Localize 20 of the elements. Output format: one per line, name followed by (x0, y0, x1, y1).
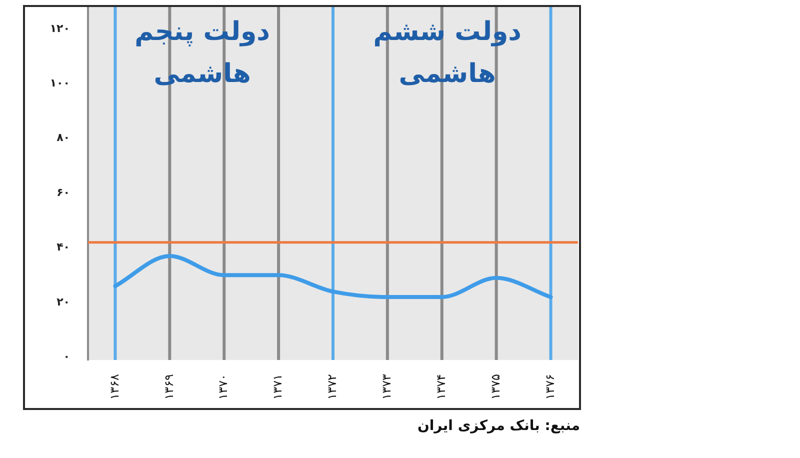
y-tick-label: ۲۰ (56, 295, 70, 308)
x-tick-label: ۱۳۷۴ (434, 374, 448, 400)
x-tick-label: ۱۳۶۹ (162, 374, 176, 400)
x-tick-label: ۱۳۷۳ (380, 373, 394, 400)
y-tick-label: ۱۲۰ (50, 22, 70, 35)
x-tick-label: ۱۳۶۸ (107, 373, 122, 400)
y-tick-label: ۶۰ (56, 186, 70, 199)
line-series (113, 254, 553, 300)
text: منبع: بانک مرکزی ایران (416, 418, 580, 434)
annotation: دولت پنجم هاشمی (134, 16, 270, 89)
x-tick-label: ۱۳۷۶ (542, 374, 557, 400)
x-tick-label: ۱۳۷۱ (270, 374, 285, 400)
y-tick-label: ۰ (63, 350, 70, 364)
annotation: دولت ششم هاشمی (373, 16, 522, 89)
y-tick-label: ۸۰ (56, 131, 70, 144)
x-tick-label: ۱۳۷۰ (216, 374, 230, 400)
y-tick-label: ۱۰۰ (50, 76, 70, 90)
x-tick-label: ۱۳۷۵ (488, 374, 502, 400)
y-tick-label: ۴۰ (56, 240, 70, 254)
x-tick-label: ۱۳۷۲ (325, 374, 340, 400)
